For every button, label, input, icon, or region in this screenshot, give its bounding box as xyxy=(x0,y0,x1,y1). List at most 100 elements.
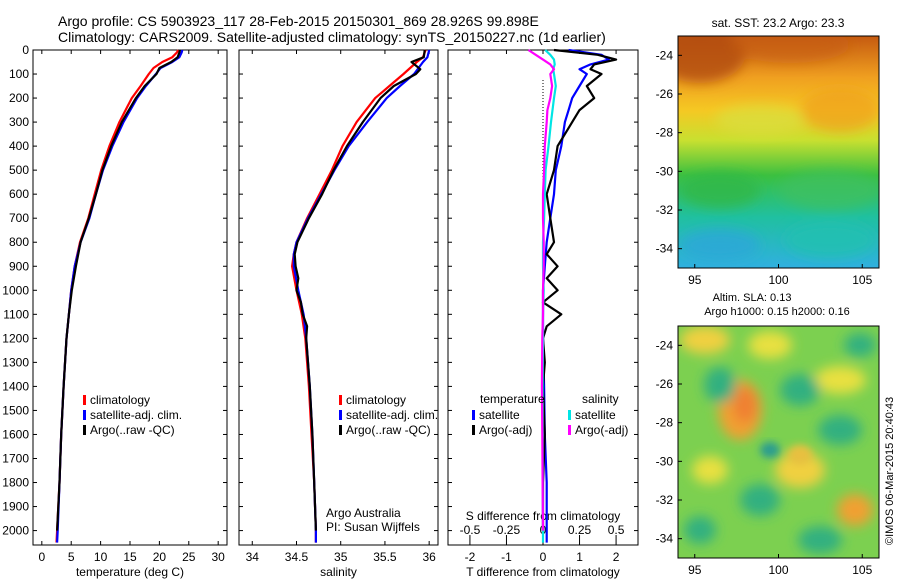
legend-swatch xyxy=(83,395,86,405)
legend-swatch xyxy=(568,425,571,435)
legend-swatch xyxy=(83,410,86,420)
map-y-tick-label: -28 xyxy=(656,416,674,430)
legend-swatch xyxy=(472,425,475,435)
map-x-tick-label: 105 xyxy=(852,273,872,287)
depth-tick-label: 1100 xyxy=(3,307,29,321)
x-tick-label: 30 xyxy=(212,550,226,564)
depth-tick-label: 900 xyxy=(9,259,29,273)
map-y-tick-label: -32 xyxy=(656,203,674,217)
x-tick-label: 36 xyxy=(422,550,436,564)
top-axis-tick-label: 0.25 xyxy=(568,523,592,537)
x-tick-label: 34 xyxy=(246,550,260,564)
legend-label: satellite xyxy=(575,408,616,422)
sla-heatmap xyxy=(678,326,879,558)
x-tick-label: 35 xyxy=(334,550,348,564)
map-y-tick-label: -26 xyxy=(656,377,674,391)
temperature-panel: 0 100 200 300 400 500 600 700 800 900 1000 1100 1200… xyxy=(2,43,228,579)
map-y-tick-label: -30 xyxy=(656,454,674,468)
map-y-tick-label: -34 xyxy=(656,532,674,546)
legend-label: satellite-adj. clim. xyxy=(346,408,438,422)
depth-tick-label: 300 xyxy=(9,115,29,129)
legend-label: satellite-adj. clim. xyxy=(90,408,182,422)
series-line-argo-adj- xyxy=(527,49,556,531)
legend-swatch xyxy=(472,410,475,420)
top-axis-tick-label: -0.5 xyxy=(460,523,481,537)
top-axis-tick-label: 0.5 xyxy=(608,523,625,537)
legend-label: climatology xyxy=(90,393,150,407)
map-y-tick-label: -24 xyxy=(656,338,674,352)
top-axis-tick-label: -0.25 xyxy=(493,523,521,537)
x-tick-label: 5 xyxy=(68,550,75,564)
depth-tick-label: 1500 xyxy=(2,403,29,417)
legend-label: satellite xyxy=(479,408,520,422)
map-y-tick-label: -32 xyxy=(656,493,674,507)
legend-label: Argo(..raw -QC) xyxy=(90,423,175,437)
x-tick-label: 35.5 xyxy=(373,550,397,564)
depth-tick-label: 1800 xyxy=(2,476,29,490)
series-line-argo-raw-qc- xyxy=(293,49,426,531)
depth-tick-label: 600 xyxy=(9,187,29,201)
x-tick-label: 15 xyxy=(123,550,137,564)
map-x-tick-label: 95 xyxy=(688,273,702,287)
annotation-text: PI: Susan Wijffels xyxy=(326,520,420,534)
x-tick-label: 10 xyxy=(94,550,108,564)
sst-map-panel: sat. SST: 23.2 Argo: 23.3 95 100 105 -24 -26… xyxy=(656,16,880,287)
legend-swatch xyxy=(83,425,86,435)
depth-tick-label: 1600 xyxy=(2,427,29,441)
depth-tick-label: 400 xyxy=(9,139,29,153)
map-y-tick-label: -30 xyxy=(656,164,674,178)
legend-label: climatology xyxy=(346,393,406,407)
depth-tick-label: 100 xyxy=(9,67,29,81)
depth-tick-label: 800 xyxy=(9,235,29,249)
sla-map-panel: Altim. SLA: 0.13 Argo h1000: 0.15 h2000:… xyxy=(656,292,880,577)
depth-tick-label: 1300 xyxy=(2,355,29,369)
sst-map-title: sat. SST: 23.2 Argo: 23.3 xyxy=(712,16,845,30)
legend-label: Argo(-adj) xyxy=(479,423,532,437)
sla-map-title: Altim. SLA: 0.13 xyxy=(713,292,792,304)
x-tick-label: -1 xyxy=(501,550,512,564)
map-y-tick-label: -34 xyxy=(656,242,674,256)
x-axis-label: salinity xyxy=(320,565,357,579)
depth-tick-label: 500 xyxy=(9,163,29,177)
depth-tick-label: 1700 xyxy=(2,451,29,465)
map-x-tick-label: 100 xyxy=(768,273,788,287)
map-y-tick-label: -26 xyxy=(656,87,674,101)
depth-tick-label: 200 xyxy=(9,91,29,105)
salinity-panel: 34 34.5 35 35.5 36 salinity climatologysatelli… xyxy=(238,49,439,579)
depth-tick-label: 1000 xyxy=(2,283,29,297)
depth-tick-label: 1200 xyxy=(2,331,29,345)
legend-label: Argo(..raw -QC) xyxy=(346,423,431,437)
x-axis-label: temperature (deg C) xyxy=(76,565,184,579)
imos-watermark: ©IMOS 06-Mar-2015 20:40:43 xyxy=(884,397,896,545)
sst-map-axes: 95 100 105 -24 -26 -28 -30 -32 -34 xyxy=(656,48,873,287)
annotation-text: Argo Australia xyxy=(326,506,401,520)
sla-map-axes: 95 100 105 -24 -26 -28 -30 -32 -34 xyxy=(656,338,873,577)
difference-panel: -2 -1 0 1 2T difference from climatology -0.5… xyxy=(447,48,639,579)
depth-tick-label: 700 xyxy=(9,211,29,225)
depth-tick-label: 1400 xyxy=(2,379,29,393)
x-tick-label: 1 xyxy=(576,550,583,564)
depth-tick-label: 2000 xyxy=(2,524,29,538)
legend-swatch xyxy=(339,410,342,420)
x-axis-label: T difference from climatology xyxy=(466,565,620,579)
map-x-tick-label: 100 xyxy=(768,563,788,577)
depth-tick-label: 1900 xyxy=(2,500,29,514)
x-tick-label: 34.5 xyxy=(285,550,309,564)
x-tick-label: -2 xyxy=(465,550,476,564)
map-x-tick-label: 105 xyxy=(852,563,872,577)
series-line-argo-raw-qc- xyxy=(56,49,182,531)
header-line-1: Argo profile: CS 5903923_117 28-Feb-2015… xyxy=(58,13,539,29)
map-x-tick-label: 95 xyxy=(688,563,702,577)
plot-frame xyxy=(238,49,439,546)
map-y-tick-label: -24 xyxy=(656,48,674,62)
legend-header-salinity: salinity xyxy=(582,392,619,406)
depth-tick-label: 0 xyxy=(22,43,29,57)
map-y-tick-label: -28 xyxy=(656,126,674,140)
legend-swatch xyxy=(339,395,342,405)
x-tick-label: 2 xyxy=(613,550,620,564)
sla-map-subtitle: Argo h1000: 0.15 h2000: 0.16 xyxy=(704,306,850,318)
x-tick-label: 25 xyxy=(182,550,196,564)
legend-label: Argo(-adj) xyxy=(575,423,628,437)
